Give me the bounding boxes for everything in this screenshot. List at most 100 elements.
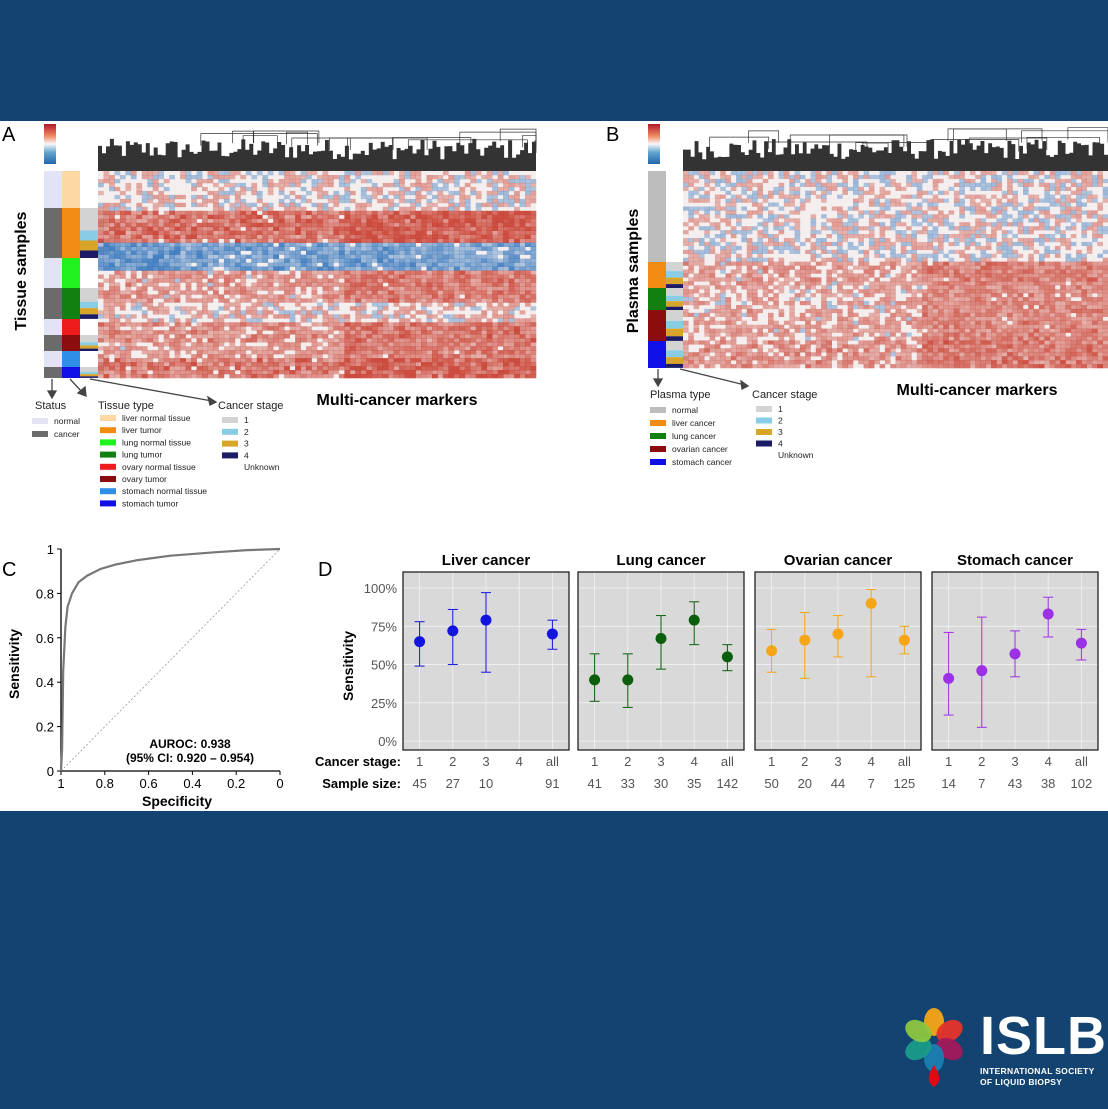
heatmap-cell xyxy=(109,314,115,319)
heatmap-cell xyxy=(136,358,143,363)
heatmap-cell xyxy=(1023,241,1029,247)
heatmap-cell xyxy=(985,182,992,187)
heatmap-cell xyxy=(688,245,694,251)
heatmap-cell xyxy=(344,346,351,351)
heatmap-cell xyxy=(837,218,843,223)
heatmap-cell xyxy=(842,178,848,184)
heatmap-cell xyxy=(426,310,433,315)
heatmap-cell xyxy=(109,306,115,311)
heatmap-cell xyxy=(497,175,504,180)
heatmap-cell xyxy=(821,226,827,231)
heatmap-cell xyxy=(284,218,290,224)
heatmap-cell xyxy=(847,222,854,227)
heatmap-cell xyxy=(415,210,422,216)
heatmap-cell xyxy=(1028,226,1034,231)
heatmap-cell xyxy=(768,277,774,282)
heatmap-cell xyxy=(349,342,356,347)
heatmap-cell xyxy=(267,270,274,275)
heatmap-cell xyxy=(251,230,258,235)
heatmap-cell xyxy=(119,270,126,275)
heatmap-cell xyxy=(1049,238,1056,243)
heatmap-cell xyxy=(448,266,455,271)
heatmap-cell xyxy=(371,322,378,327)
heatmap-cell xyxy=(223,314,230,319)
heatmap-cell xyxy=(709,171,716,176)
heatmap-cell xyxy=(114,274,121,279)
heatmap-cell xyxy=(762,245,769,251)
heatmap-cell xyxy=(158,362,164,367)
heatmap-cell xyxy=(158,214,164,220)
heatmap-cell xyxy=(720,206,726,211)
heatmap-cell xyxy=(163,186,170,192)
heatmap-cell xyxy=(475,330,482,335)
heatmap-cell xyxy=(932,257,939,262)
heatmap-cell xyxy=(1102,186,1108,191)
heatmap-cell xyxy=(289,262,296,267)
heatmap-cell xyxy=(863,234,870,239)
heatmap-cell xyxy=(109,206,115,212)
heatmap-cell xyxy=(404,175,411,180)
heatmap-cell xyxy=(284,358,290,363)
heatmap-cell xyxy=(366,358,373,363)
heatmap-cell xyxy=(300,270,307,275)
heatmap-cell xyxy=(317,330,323,335)
heatmap-cell xyxy=(1065,269,1072,274)
heatmap-cell xyxy=(470,274,477,279)
heatmap-cell xyxy=(911,230,917,235)
heatmap-cell xyxy=(344,214,351,220)
heatmap-cell xyxy=(213,310,219,315)
heatmap-cell xyxy=(530,278,537,283)
heatmap-cell xyxy=(1038,241,1045,247)
heatmap-cell xyxy=(382,218,389,224)
heatmap-cell xyxy=(163,250,170,255)
heatmap-cell xyxy=(810,257,817,262)
heatmap-cell xyxy=(879,202,886,207)
heatmap-cell xyxy=(1076,182,1082,187)
heatmap-cell xyxy=(262,270,269,275)
heatmap-cell xyxy=(251,258,258,263)
heatmap-cell xyxy=(267,354,274,359)
heatmap-cell xyxy=(884,226,891,231)
heatmap-cell xyxy=(415,286,422,291)
heatmap-cell xyxy=(136,222,143,228)
heatmap-cell xyxy=(421,366,427,371)
heatmap-cell xyxy=(344,246,351,251)
heatmap-cell xyxy=(815,182,822,187)
legend-a-tissue-title: Tissue type xyxy=(98,400,154,412)
heatmap-cell xyxy=(223,182,230,188)
heatmap-cell xyxy=(174,334,181,339)
heatmap-cell xyxy=(683,182,689,187)
heatmap-cell xyxy=(980,277,987,282)
heatmap-cell xyxy=(399,346,405,351)
heatmap-cell xyxy=(393,338,400,343)
heatmap-cell xyxy=(327,194,334,200)
heatmap-cell xyxy=(1065,198,1072,203)
heatmap-cell xyxy=(1054,222,1061,227)
heatmap-cell xyxy=(459,238,466,243)
heatmap-cell xyxy=(317,354,323,359)
heatmap-cell xyxy=(810,241,817,247)
heatmap-cell xyxy=(377,230,383,235)
heatmap-cell xyxy=(938,269,944,274)
heatmap-cell xyxy=(130,338,137,343)
heatmap-cell xyxy=(725,261,732,266)
heatmap-cell xyxy=(141,334,148,339)
heatmap-cell xyxy=(442,282,449,287)
heatmap-cell xyxy=(229,330,236,335)
heatmap-cell xyxy=(464,226,471,231)
heatmap-cell xyxy=(853,218,859,223)
heatmap-cell xyxy=(426,179,433,184)
heatmap-cell xyxy=(853,245,859,251)
heatmap-cell xyxy=(741,238,747,243)
heatmap-cell xyxy=(109,326,115,331)
heatmap-cell xyxy=(141,294,148,299)
heatmap-cell xyxy=(338,322,345,327)
heatmap-cell xyxy=(492,326,498,331)
heatmap-cell xyxy=(169,214,175,220)
heatmap-cell xyxy=(377,226,383,231)
heatmap-cell xyxy=(169,210,175,216)
heatmap-cell xyxy=(344,362,351,367)
heatmap-cell xyxy=(223,350,230,355)
heatmap-cell xyxy=(911,210,917,215)
heatmap-cell xyxy=(442,226,449,231)
